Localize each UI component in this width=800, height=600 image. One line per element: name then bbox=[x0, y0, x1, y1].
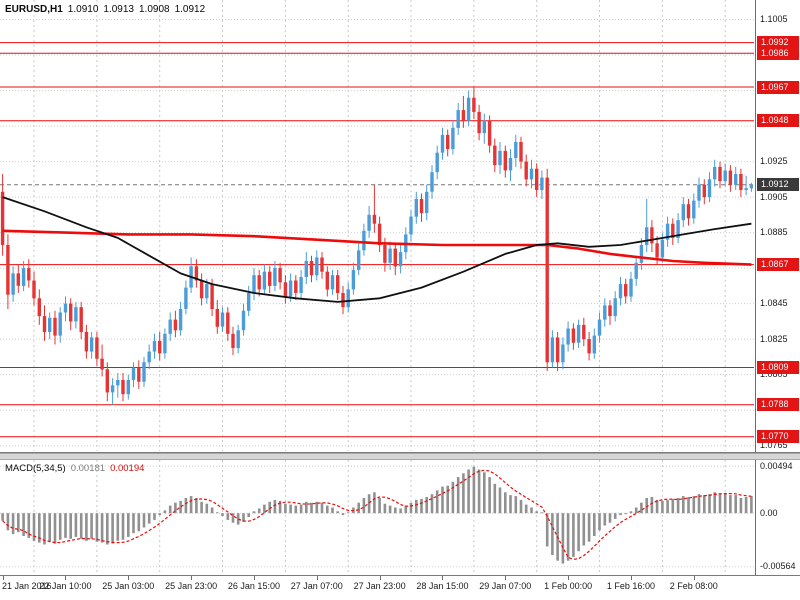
open-value: 1.0910 bbox=[67, 4, 99, 15]
macd-title: MACD(5,34,5) 0.00181 0.00194 bbox=[5, 463, 149, 474]
price-axis[interactable]: 1.1005 1.0925 1.0905 1.0885 1.0845 1.0825 1.08… bbox=[755, 0, 800, 452]
time-axis-tick bbox=[128, 576, 130, 580]
time-axis-label: 21 Jan 2016 bbox=[2, 581, 52, 591]
price-tick-label: 1.0905 bbox=[760, 191, 788, 202]
macd-signal-line bbox=[2, 469, 752, 561]
time-axis-tick bbox=[191, 576, 193, 580]
time-axis-tick bbox=[505, 576, 507, 580]
price-level-badge: 1.0992 bbox=[757, 36, 799, 50]
close-value: 1.0912 bbox=[174, 4, 206, 15]
macd-tick-label: 0.00494 bbox=[760, 460, 793, 471]
price-tick-label: 1.0845 bbox=[760, 298, 788, 309]
price-level-badge: 1.0867 bbox=[757, 258, 799, 272]
time-axis-tick bbox=[630, 576, 632, 580]
price-level-badge: 1.0948 bbox=[757, 114, 799, 128]
macd-axis[interactable]: 0.00494 0.00 -0.00564 bbox=[755, 460, 800, 575]
time-axis-tick bbox=[316, 576, 318, 580]
time-axis-label: 22 Jan 10:00 bbox=[39, 581, 92, 591]
main-chart-pane: 1.1005 1.0925 1.0905 1.0885 1.0845 1.0825 1.08… bbox=[0, 0, 800, 453]
price-tick-label: 1.1005 bbox=[760, 14, 788, 25]
price-tick-label: 1.0925 bbox=[760, 156, 788, 167]
time-axis-label: 25 Jan 23:00 bbox=[165, 581, 218, 591]
time-axis-label: 1 Feb 00:00 bbox=[544, 581, 593, 591]
price-tick-label: 1.0765 bbox=[760, 440, 788, 451]
time-axis-tick bbox=[693, 576, 695, 580]
macd-name-label: MACD(5,34,5) bbox=[5, 463, 66, 474]
macd-histogram bbox=[1, 466, 753, 564]
time-axis-label: 29 Jan 07:00 bbox=[479, 581, 532, 591]
slow-ma-red-line bbox=[2, 229, 752, 266]
panel-splitter[interactable] bbox=[0, 453, 800, 460]
price-level-badge: 1.0809 bbox=[757, 361, 799, 375]
time-axis-label: 27 Jan 07:00 bbox=[290, 581, 343, 591]
bid-price-badge: 1.0912 bbox=[757, 178, 799, 192]
time-axis-tick bbox=[2, 576, 4, 580]
price-level-badge: 1.0770 bbox=[757, 430, 799, 444]
day-separators bbox=[33, 0, 726, 451]
macd-signal-value: 0.00194 bbox=[110, 463, 145, 474]
price-level-badge: 1.0788 bbox=[757, 398, 799, 412]
low-value: 1.0908 bbox=[138, 4, 170, 15]
time-axis-label: 28 Jan 15:00 bbox=[416, 581, 469, 591]
macd-tick-label: -0.00564 bbox=[760, 561, 796, 572]
price-tick-label: 1.0825 bbox=[760, 333, 788, 344]
time-axis-label: 2 Feb 08:00 bbox=[669, 581, 718, 591]
fast-ma-black-line bbox=[2, 196, 752, 303]
macd-pane: 0.00494 0.00 -0.00564 MACD(5,34,5) 0.00181 0… bbox=[0, 460, 800, 576]
candles bbox=[0, 87, 754, 405]
time-axis-label: 27 Jan 23:00 bbox=[353, 581, 406, 591]
price-tick-label: 1.0805 bbox=[760, 369, 788, 380]
high-value: 1.0913 bbox=[103, 4, 134, 15]
price-level-badge: 1.0967 bbox=[757, 80, 799, 94]
macd-chart-canvas[interactable] bbox=[0, 460, 754, 575]
support-resistance-lines[interactable] bbox=[0, 42, 754, 438]
time-axis-tick bbox=[379, 576, 381, 580]
time-axis-tick bbox=[442, 576, 444, 580]
time-axis-label: 1 Feb 16:00 bbox=[606, 581, 655, 591]
price-level-badge: 1.0986 bbox=[757, 46, 799, 60]
time-axis[interactable]: 21 Jan 2016 22 Jan 10:00 25 Jan 03:00 25 Ja… bbox=[0, 576, 800, 600]
time-axis-tick bbox=[253, 576, 255, 580]
time-axis-label: 26 Jan 15:00 bbox=[227, 581, 280, 591]
chart-title: EURUSD,H1 1.0910 1.0913 1.0908 1.0912 bbox=[5, 4, 210, 15]
time-axis-tick bbox=[568, 576, 570, 580]
price-chart-canvas[interactable] bbox=[0, 0, 754, 451]
macd-tick-label: 0.00 bbox=[760, 507, 778, 518]
symbol-period-label: EURUSD,H1 bbox=[5, 4, 63, 15]
price-tick-label: 1.0885 bbox=[760, 227, 788, 238]
time-axis-tick bbox=[65, 576, 67, 580]
macd-main-value: 0.00181 bbox=[70, 463, 106, 474]
time-axis-label: 25 Jan 03:00 bbox=[102, 581, 155, 591]
